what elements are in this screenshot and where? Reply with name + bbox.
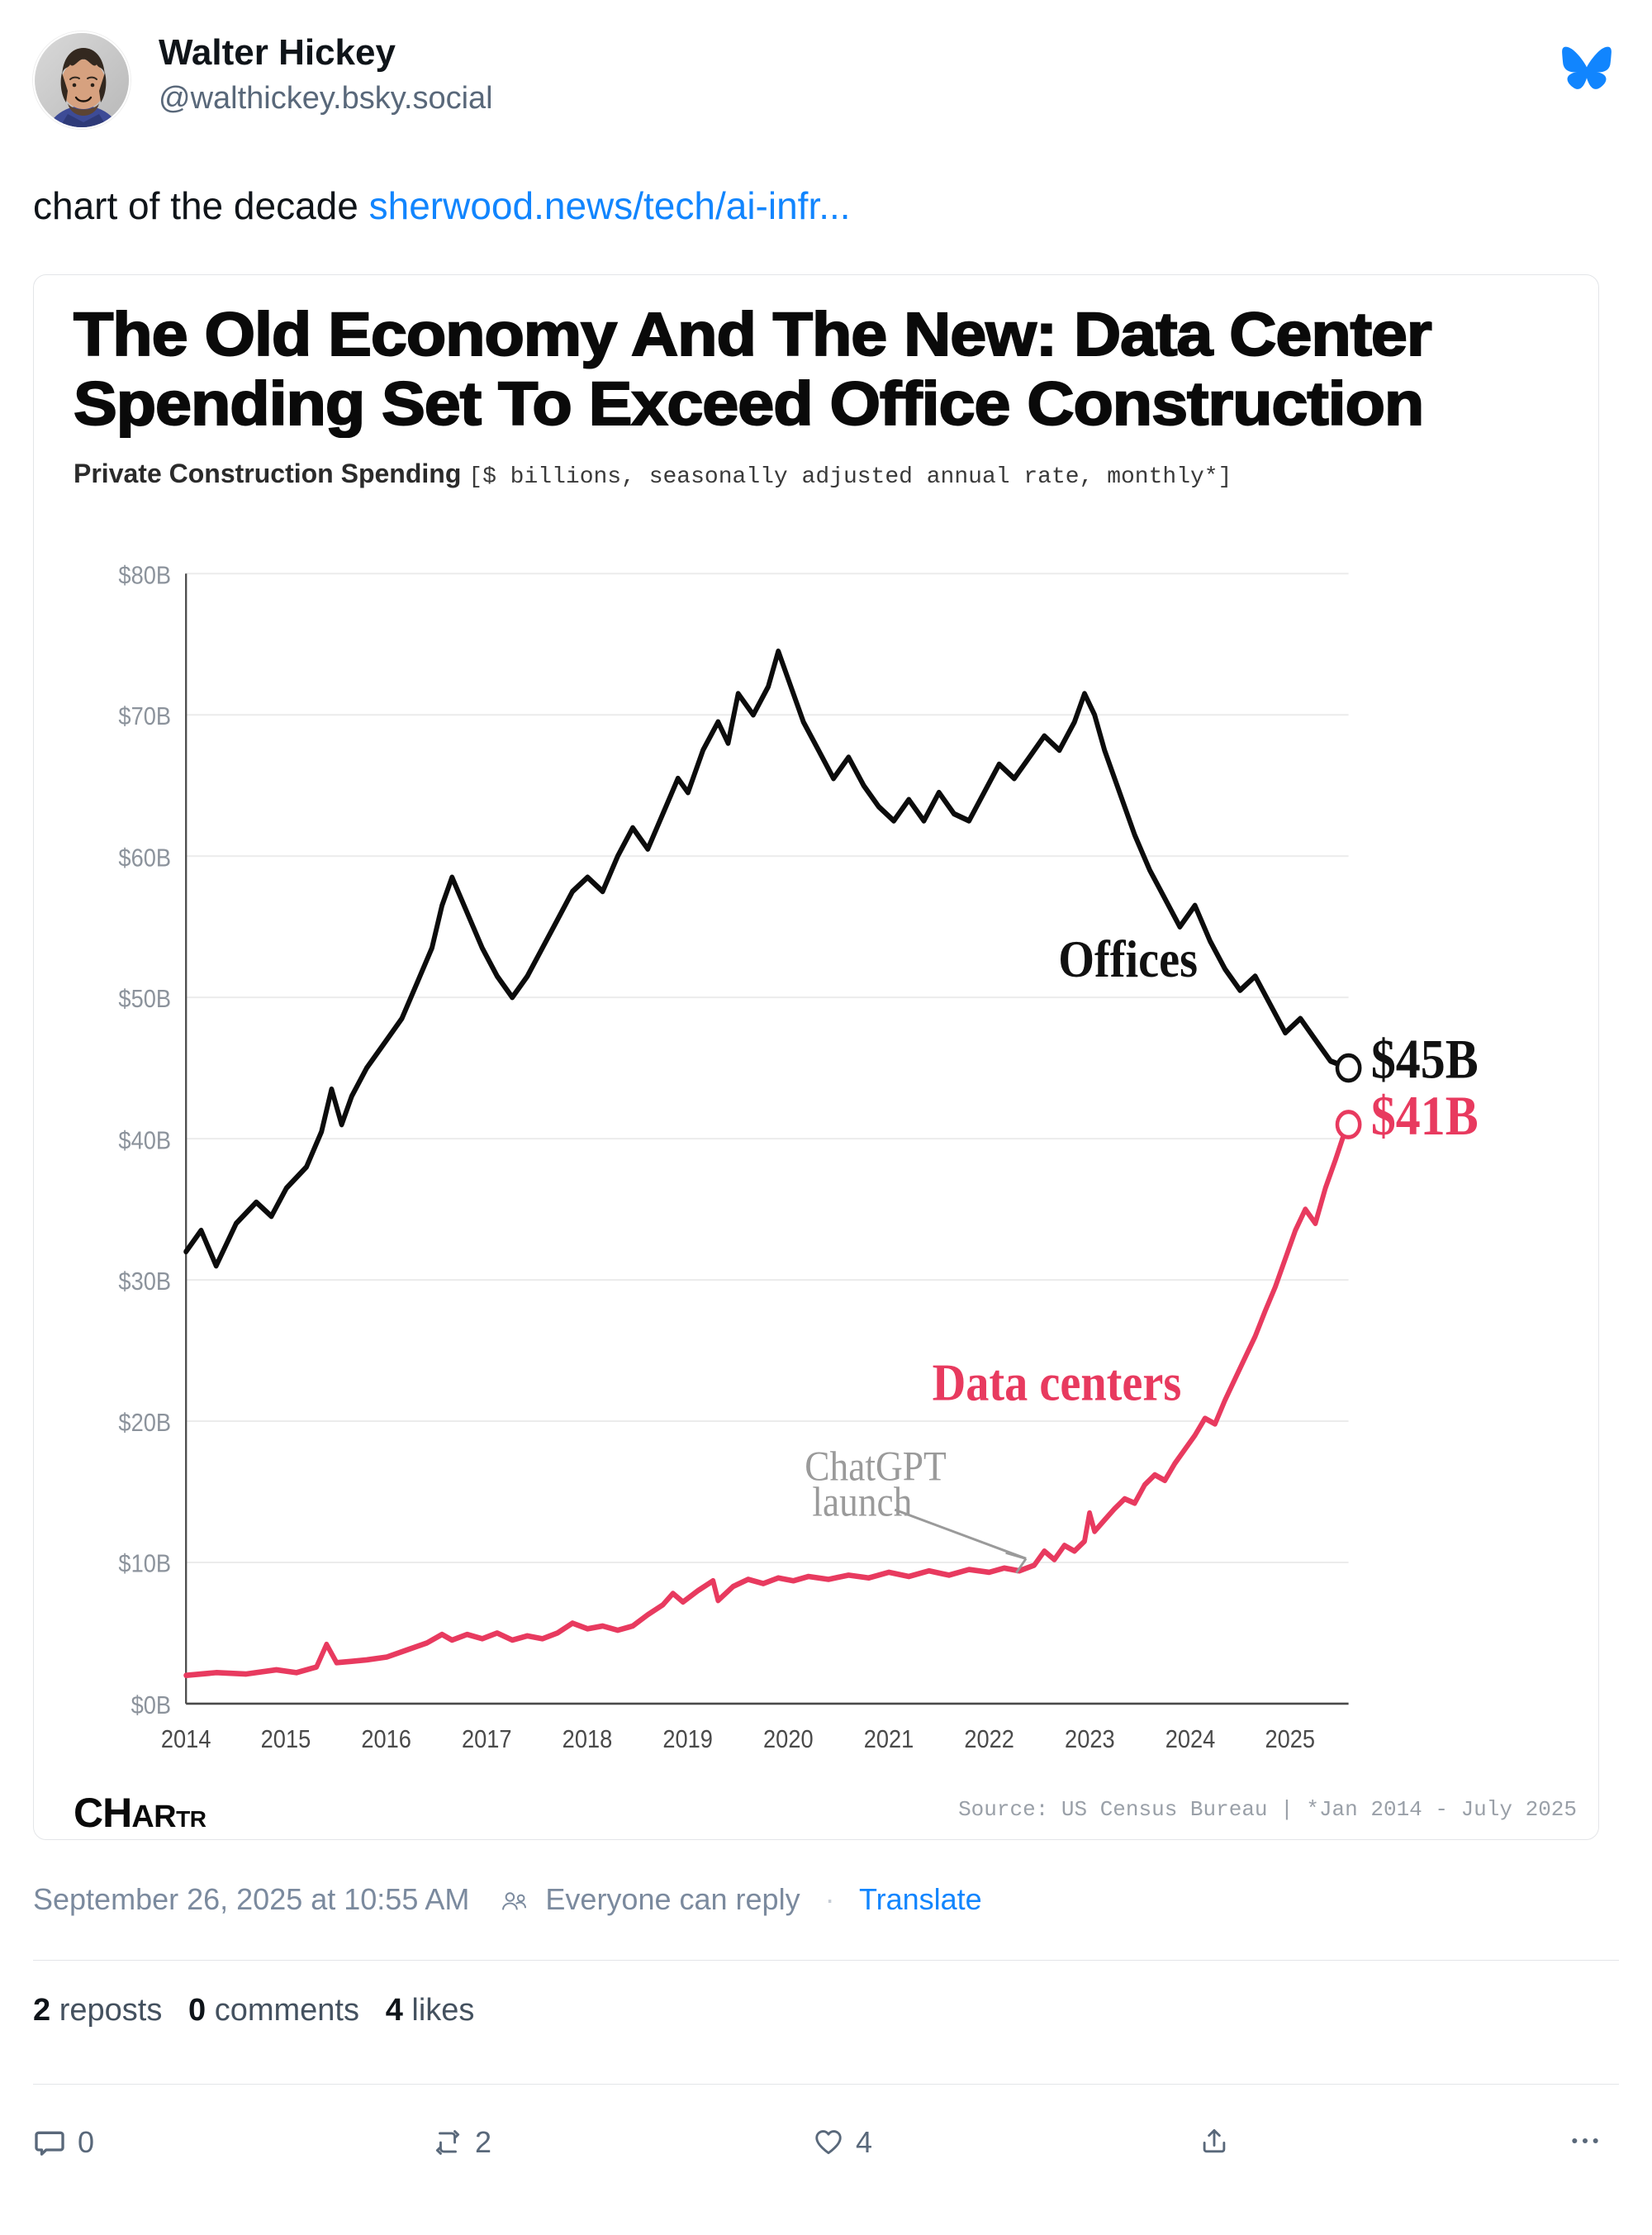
svg-text:2023: 2023 [1065,1726,1115,1754]
svg-text:$45B: $45B [1371,1028,1479,1090]
svg-text:2020: 2020 [763,1726,814,1754]
svg-text:2016: 2016 [361,1726,411,1754]
svg-text:2019: 2019 [662,1726,713,1754]
svg-text:$0B: $0B [131,1692,171,1720]
svg-text:$20B: $20B [118,1410,171,1438]
svg-text:$30B: $30B [118,1267,171,1296]
svg-text:Data centers: Data centers [933,1353,1182,1411]
svg-text:2024: 2024 [1165,1726,1216,1754]
svg-text:$41B: $41B [1371,1085,1479,1147]
svg-text:$60B: $60B [118,844,171,873]
svg-text:2021: 2021 [864,1726,914,1754]
svg-text:$50B: $50B [118,985,171,1013]
svg-text:2017: 2017 [462,1726,512,1754]
svg-text:2018: 2018 [563,1726,613,1754]
svg-text:$80B: $80B [118,562,171,590]
svg-text:2015: 2015 [261,1726,311,1754]
svg-text:$70B: $70B [118,703,171,731]
svg-text:2025: 2025 [1265,1726,1315,1754]
svg-text:$10B: $10B [118,1550,171,1578]
svg-text:Offices: Offices [1058,930,1198,988]
svg-text:2014: 2014 [161,1726,211,1754]
svg-text:launch: launch [812,1479,912,1525]
svg-text:2022: 2022 [964,1726,1014,1754]
svg-text:$40B: $40B [118,1127,171,1155]
